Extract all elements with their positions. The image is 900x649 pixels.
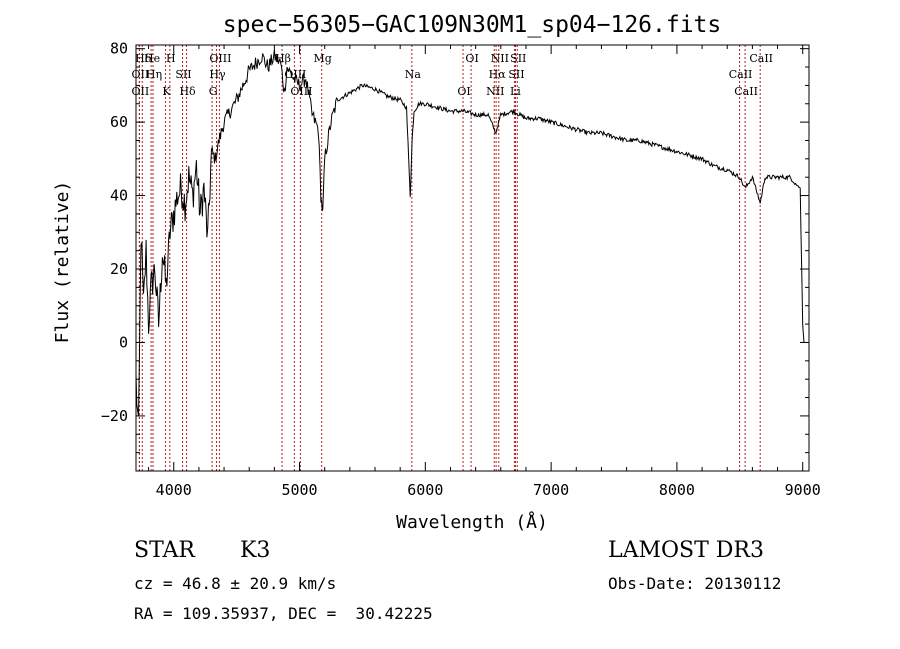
line-markers [138,45,761,471]
y-tick-label: 40 [110,187,128,205]
plot-frame [135,44,810,472]
y-axis-label: Flux (relative) [52,181,73,344]
x-tick-label: 5000 [281,481,317,499]
line-label: OII [132,85,150,98]
line-label: NII [491,52,509,65]
x-tick-label: 4000 [156,481,192,499]
coordinates: RA = 109.35937, DEC = 30.42225 [134,604,433,623]
redshift-velocity: cz = 46.8 ± 20.9 km/s [134,574,337,593]
line-label: OI [465,52,478,65]
line-label: K [162,85,171,98]
line-label: Hδ [135,52,152,65]
chart-title: spec−56305−GAC109N30M1_sp04−126.fits [223,12,722,38]
line-label: CaII [734,85,758,98]
line-label: Hα [489,68,507,81]
survey-name: LAMOST DR3 [608,538,764,563]
x-tick-label: 6000 [407,481,443,499]
observation-date: Obs-Date: 20130112 [608,574,782,593]
y-tick-label: 0 [119,333,128,351]
y-tick-label: 60 [110,113,128,131]
line-label: H [166,52,176,65]
line-label: Mg [314,52,332,65]
x-axis-label: Wavelength (Å) [396,511,548,533]
y-axis: −20 0 20 40 60 80 [101,40,809,454]
line-label: Hγ [209,68,226,81]
x-tick-label: 7000 [533,481,569,499]
line-labels: HδOIIOIIHeHηKHSIIHδOIIIHγGHβOIIIOIIIMgNa… [132,52,773,98]
line-label: SII [510,52,526,65]
spectrum-line [135,49,805,417]
x-tick-label: 9000 [785,481,821,499]
line-label: OI [457,85,470,98]
y-tick-label: 20 [110,260,128,278]
line-label: SII [175,68,191,81]
line-label: NII [486,85,504,98]
line-label: CaII [749,52,773,65]
y-tick-label: 80 [110,40,128,58]
object-subclass: K3 [240,538,271,563]
line-label: Hδ [179,85,196,98]
line-label: OIII [290,85,312,98]
x-axis: 4000 5000 6000 7000 8000 9000 [148,45,821,499]
object-class: STAR [134,538,195,563]
line-label: He [144,52,160,65]
line-label: SII [508,68,524,81]
line-label: OIII [209,52,231,65]
line-label: G [209,85,218,98]
line-label: Hη [146,68,162,81]
line-label: Li [510,85,521,98]
line-label: Na [405,68,422,81]
y-tick-label: −20 [101,407,128,425]
x-tick-label: 8000 [659,481,695,499]
line-label: CaII [729,68,753,81]
